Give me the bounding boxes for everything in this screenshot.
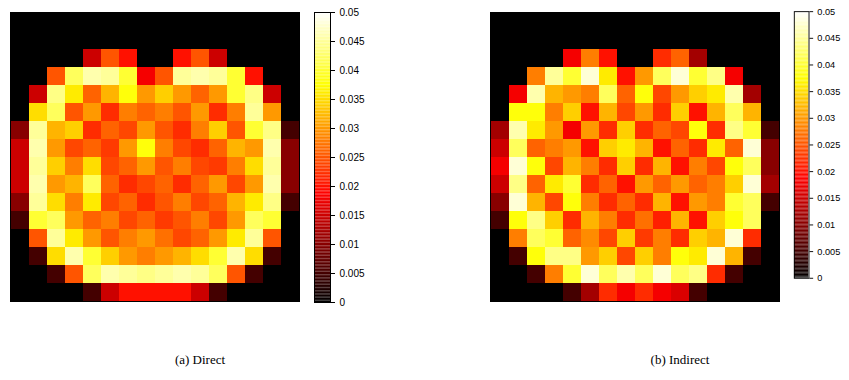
svg-text:0: 0 xyxy=(340,297,346,308)
svg-text:0.005: 0.005 xyxy=(340,268,365,279)
svg-text:0.05: 0.05 xyxy=(340,7,360,18)
html-text:(a) Direct: (a) Direct xyxy=(174,352,226,367)
svg-text:0.04: 0.04 xyxy=(817,60,835,70)
svg-text:0.03: 0.03 xyxy=(340,123,360,134)
svg-text:0.03: 0.03 xyxy=(817,113,835,123)
svg-text:0.02: 0.02 xyxy=(817,167,835,177)
svg-text:0.05: 0.05 xyxy=(817,7,835,17)
svg-text:0.005: 0.005 xyxy=(817,247,840,257)
svg-text:0.045: 0.045 xyxy=(340,36,365,47)
svg-text:0.045: 0.045 xyxy=(817,33,840,43)
svg-text:0.01: 0.01 xyxy=(340,239,360,250)
svg-text:0.035: 0.035 xyxy=(817,87,840,97)
svg-text:0.035: 0.035 xyxy=(340,94,365,105)
svg-text:0.02: 0.02 xyxy=(340,181,360,192)
svg-text:0.025: 0.025 xyxy=(817,140,840,150)
svg-text:0.015: 0.015 xyxy=(817,193,840,203)
svg-text:0.04: 0.04 xyxy=(340,65,360,76)
svg-text:0.01: 0.01 xyxy=(817,220,835,230)
svg-text:0: 0 xyxy=(817,273,822,283)
svg-text:0.015: 0.015 xyxy=(340,210,365,221)
svg-text:0.025: 0.025 xyxy=(340,152,365,163)
html-text:(b) Indirect: (b) Indirect xyxy=(650,352,710,367)
